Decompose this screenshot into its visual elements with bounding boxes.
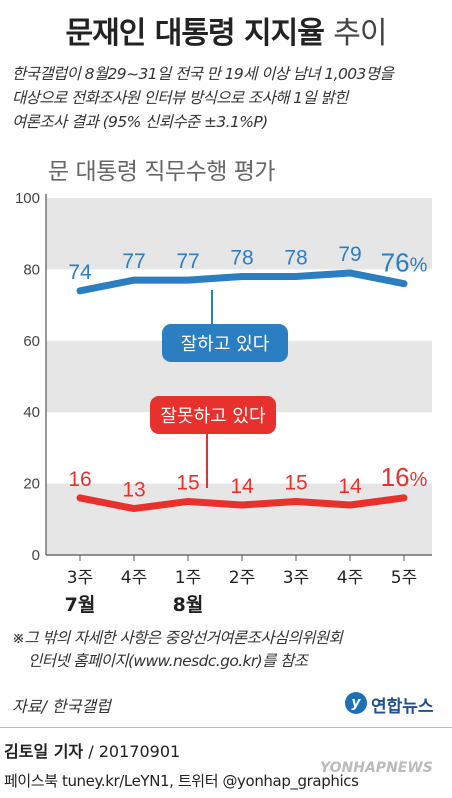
data-label: 16 <box>68 468 91 491</box>
yonhap-logo-icon: y <box>345 692 367 714</box>
description-line: 대상으로 전화조사원 인터뷰 방식으로 조사해 1일 밝힌 <box>12 89 348 107</box>
social-links: 페이스북 tuney.kr/LeYN1, 트위터 @yonhap_graphic… <box>4 772 359 790</box>
survey-description: 한국갤럽이 8월29~31일 전국 만 19세 이상 남녀 1,003명을 대상… <box>12 62 444 134</box>
title-trend: 추이 <box>333 16 387 51</box>
data-label: 14 <box>230 475 254 498</box>
footnote-line: 인터넷 홈페이지(www.nesdc.go.kr)를 참조 <box>28 652 308 670</box>
y-tick-label: 80 <box>23 261 40 278</box>
data-label-value: 16 <box>68 468 91 491</box>
data-label-value: 15 <box>284 471 307 494</box>
data-label-value: 77 <box>176 250 199 273</box>
data-label: 14 <box>338 475 362 498</box>
y-tick-label: 60 <box>23 333 40 350</box>
data-label: 79 <box>338 243 361 266</box>
watermark: YONHAPNEWS <box>320 760 433 776</box>
callout-bubble <box>162 324 288 362</box>
data-label: 13 <box>122 479 145 502</box>
callout-bubble <box>150 396 276 434</box>
data-label-value: 74 <box>68 261 92 284</box>
page-title: 문재인 대통령 지지율 추이 <box>0 8 452 52</box>
description-line: 여론조사 결과 (95% 신뢰수준 ±3.1%P) <box>12 113 268 131</box>
yonhap-logo-name: 연합뉴스 <box>371 697 434 717</box>
data-label-value: 15 <box>176 471 199 494</box>
source-label: 자료/ 한국갤럽 <box>12 697 111 716</box>
divider <box>0 727 452 728</box>
data-label-value: 78 <box>284 247 307 270</box>
chart-title: 문 대통령 직무수행 평가 <box>48 159 276 185</box>
x-tick-label: 3주 <box>283 568 309 588</box>
approval-line-chart: 0 20 40 60 80 100 3주 4주 1주 2주 3주 4주 5주 7월 8월 74 77 77 78 78… <box>15 190 432 616</box>
data-label-value: 16 <box>381 462 410 492</box>
data-label: 78 <box>230 247 253 270</box>
x-tick-label: 1주 <box>175 568 201 588</box>
yonhap-logo: y 연합뉴스 <box>345 690 445 718</box>
data-label-value: 79 <box>338 243 361 266</box>
grid-band <box>46 483 432 555</box>
publish-date: / 20170901 <box>83 742 181 761</box>
data-label-unit: % <box>410 255 428 277</box>
footnote-line: ※그 밖의 자세한 사항은 중앙선거여론조사심의위원회 <box>12 629 343 647</box>
footnote: ※그 밖의 자세한 사항은 중앙선거여론조사심의위원회 인터넷 홈페이지(www… <box>12 627 343 673</box>
data-label: 78 <box>284 247 307 270</box>
data-label: 15 <box>176 471 199 494</box>
series-name-label: 잘못하고 있다 <box>160 406 266 427</box>
series-name-label: 잘하고 있다 <box>181 334 270 355</box>
data-label-value: 14 <box>230 475 254 498</box>
data-label-value: 14 <box>338 475 362 498</box>
x-tick-label: 4주 <box>337 568 363 588</box>
data-label: 16% <box>381 462 428 492</box>
data-label-value: 77 <box>122 250 145 273</box>
x-tick-label: 2주 <box>229 568 255 588</box>
y-tick-label: 100 <box>15 190 40 207</box>
y-tick-label: 0 <box>32 547 40 564</box>
y-tick-label: 20 <box>23 476 40 493</box>
data-label-value: 78 <box>230 247 253 270</box>
x-tick-label: 5주 <box>391 568 417 588</box>
data-label: 77 <box>122 250 145 273</box>
data-label-unit: % <box>410 469 428 491</box>
data-label-value: 76 <box>381 248 410 278</box>
x-tick-label: 3주 <box>67 568 93 588</box>
byline: 김토일 기자 / 20170901 <box>4 738 180 762</box>
description-line: 한국갤럽이 8월29~31일 전국 만 19세 이상 남녀 1,003명을 <box>12 65 394 83</box>
month-label: 7월 <box>65 594 96 616</box>
y-tick-label: 40 <box>23 404 40 421</box>
author-name: 김토일 기자 <box>4 742 84 761</box>
title-main: 문재인 대통령 지지율 <box>65 16 325 51</box>
data-label: 77 <box>176 250 199 273</box>
data-label: 15 <box>284 471 307 494</box>
series-line <box>76 269 408 295</box>
data-label: 76% <box>381 248 428 278</box>
x-tick-label: 4주 <box>121 568 147 588</box>
data-label-value: 13 <box>122 479 145 502</box>
data-label: 74 <box>68 261 92 284</box>
month-label: 8월 <box>173 594 204 616</box>
grid-band <box>46 198 432 270</box>
